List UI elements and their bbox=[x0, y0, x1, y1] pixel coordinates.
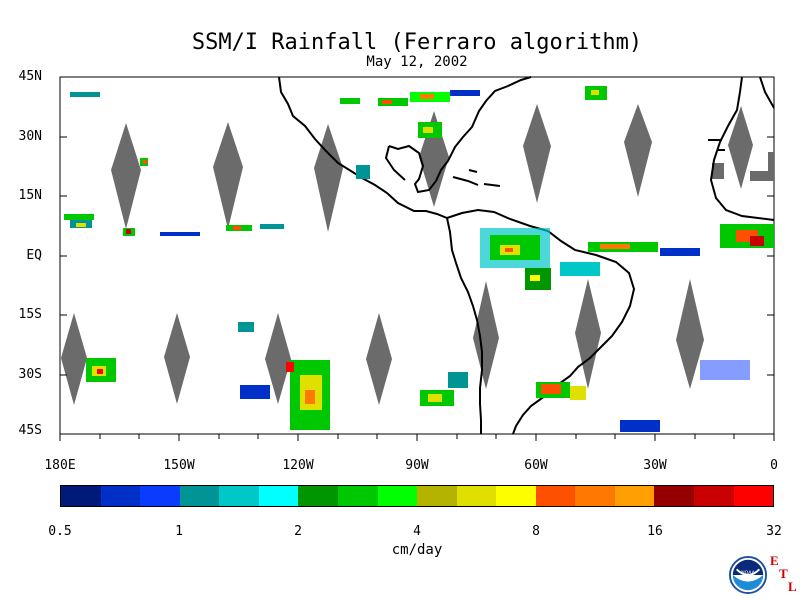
data-gap-swath bbox=[523, 104, 551, 203]
colorbar-swatch bbox=[100, 486, 141, 506]
colorbar-swatch bbox=[614, 486, 655, 506]
colorbar-swatch bbox=[258, 486, 299, 506]
colorbar-swatch bbox=[337, 486, 378, 506]
colorbar-units: cm/day bbox=[391, 542, 443, 558]
colorbar-swatch bbox=[575, 486, 615, 506]
lat-ticks bbox=[60, 76, 774, 435]
rainfall-map bbox=[59, 76, 775, 441]
lon-label-180e: 180E bbox=[44, 458, 76, 473]
colorbar-swatch bbox=[219, 486, 259, 506]
lon-label-120w: 120W bbox=[282, 458, 314, 473]
data-gap-swath bbox=[728, 106, 753, 189]
lon-label-0: 0 bbox=[770, 458, 778, 473]
colorbar-tick-label: 8 bbox=[532, 524, 540, 539]
lat-label-30s: 30S bbox=[18, 367, 42, 382]
colorbar-swatch bbox=[456, 486, 497, 506]
lat-label-eq: EQ bbox=[26, 248, 42, 263]
data-gap-swath bbox=[366, 313, 392, 405]
noaa-logo-text: NOAA bbox=[741, 570, 756, 576]
data-gap-swath bbox=[213, 122, 243, 229]
lon-label-150w: 150W bbox=[163, 458, 195, 473]
data-gap-swath bbox=[624, 104, 652, 197]
colorbar-swatch bbox=[179, 486, 220, 506]
data-gap-swath bbox=[164, 313, 190, 404]
etl-letter-t: T bbox=[779, 566, 788, 581]
data-gap-patch bbox=[712, 163, 724, 179]
lon-ticks bbox=[59, 434, 775, 441]
colorbar-swatch bbox=[694, 486, 734, 506]
lat-label-45n: 45N bbox=[18, 69, 42, 84]
lon-label-30w: 30W bbox=[643, 458, 667, 473]
coastline-na-west bbox=[278, 76, 448, 219]
data-gap-swath bbox=[61, 313, 87, 405]
colorbar-tick-label: 4 bbox=[413, 524, 421, 539]
map-date: May 12, 2002 bbox=[366, 54, 468, 70]
data-gap-patch bbox=[750, 171, 774, 181]
lon-label-60w: 60W bbox=[524, 458, 548, 473]
coastline-na-east bbox=[388, 76, 532, 194]
etl-letter-l: L bbox=[788, 579, 797, 594]
coastline-sa-west bbox=[446, 217, 483, 434]
coastline-africa bbox=[709, 76, 775, 221]
data-gap-swath bbox=[111, 123, 141, 229]
data-gap-swath bbox=[575, 279, 601, 389]
etl-letter-e: E bbox=[770, 553, 779, 568]
coastline-yucatan bbox=[384, 145, 406, 181]
colorbar-swatch bbox=[61, 486, 101, 506]
noaa-logo: NOAA bbox=[729, 556, 767, 594]
lon-label-90w: 90W bbox=[405, 458, 429, 473]
colorbar-swatch bbox=[654, 486, 694, 506]
colorbar-swatch bbox=[377, 486, 418, 506]
colorbar-swatch bbox=[535, 486, 576, 506]
map-title: SSM/I Rainfall (Ferraro algorithm) bbox=[191, 30, 643, 55]
colorbar-tick-label: 1 bbox=[175, 524, 183, 539]
data-gap-swath bbox=[314, 124, 343, 232]
data-gap-patch bbox=[768, 152, 774, 172]
colorbar-swatch bbox=[417, 486, 457, 506]
colorbar-swatch bbox=[298, 486, 338, 506]
colorbar-tick-label: 2 bbox=[294, 524, 302, 539]
coastline-caribbean bbox=[452, 169, 501, 187]
colorbar-swatch bbox=[140, 486, 180, 506]
data-gap-swath bbox=[265, 313, 291, 404]
coastline-europe bbox=[759, 76, 775, 109]
lat-label-15s: 15S bbox=[18, 307, 42, 322]
rainfall-colorbar bbox=[60, 485, 774, 507]
lat-label-30n: 30N bbox=[18, 129, 42, 144]
colorbar-tick-label: 0.5 bbox=[48, 524, 72, 539]
colorbar-tick-label: 16 bbox=[647, 524, 663, 539]
colorbar-swatch bbox=[496, 486, 536, 506]
coastline-islands-atl bbox=[708, 139, 725, 151]
colorbar-swatch bbox=[733, 486, 774, 506]
rainfall-cells bbox=[64, 86, 774, 432]
data-gap-swath bbox=[676, 279, 704, 389]
lat-label-15n: 15N bbox=[18, 188, 42, 203]
colorbar-tick-label: 32 bbox=[766, 524, 782, 539]
data-gap-swath bbox=[473, 281, 499, 389]
lat-label-45s: 45S bbox=[18, 423, 42, 438]
